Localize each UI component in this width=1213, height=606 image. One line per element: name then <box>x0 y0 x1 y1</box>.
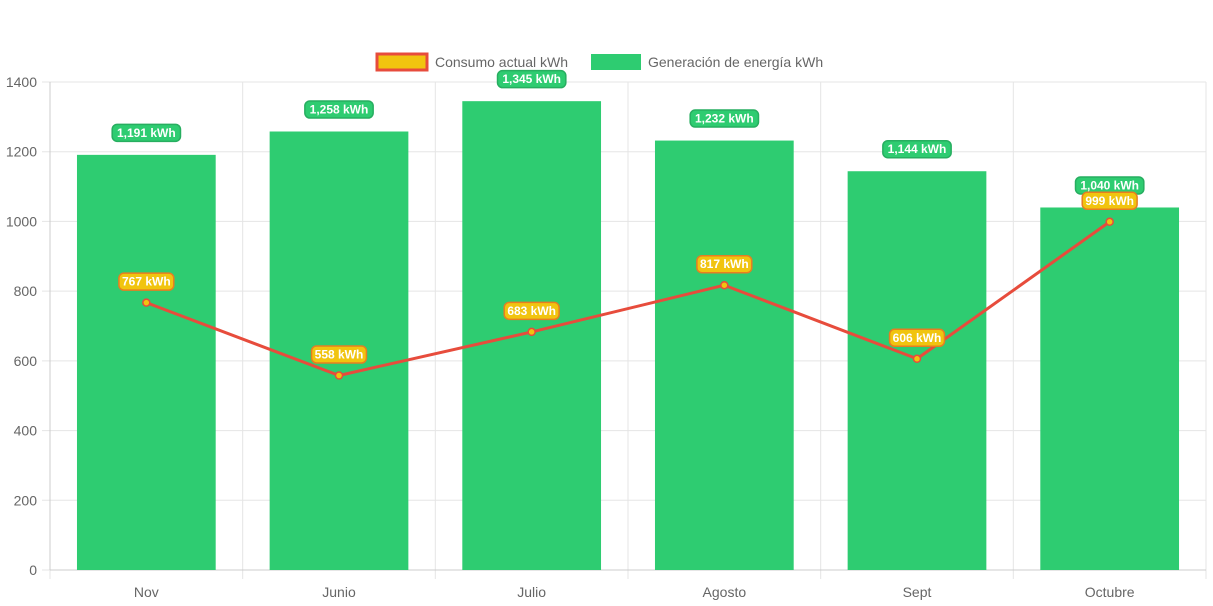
bar-data-label-text: 1,191 kWh <box>117 126 176 140</box>
line-data-label-background <box>503 301 560 321</box>
x-axis-ticks: Nov Junio Julio Agosto Sept Octubre <box>134 584 1135 600</box>
line-data-label-text: 606 kWh <box>893 331 942 345</box>
legend: Consumo actual kWh Generación de energía… <box>375 52 823 72</box>
y-axis-ticks: 0 200 400 600 800 1000 1200 1400 <box>6 74 37 578</box>
bar[interactable] <box>76 154 216 570</box>
line-point[interactable] <box>912 354 922 364</box>
x-tick-label: Nov <box>134 584 159 600</box>
line-data-label-background <box>888 328 946 348</box>
line-point[interactable] <box>720 280 729 290</box>
legend-item-generacion[interactable]: Generación de energía kWh <box>591 54 823 70</box>
y-tick-label: 0 <box>29 562 37 578</box>
x-tick-label: Octubre <box>1085 584 1135 600</box>
line-data-label: 606 kWh <box>888 328 946 348</box>
line-data-label-text: 767 kWh <box>122 275 171 289</box>
consumo-line <box>145 220 1111 377</box>
x-tick-label: Sept <box>903 584 932 600</box>
x-tick-label: Junio <box>322 584 356 600</box>
bar-data-label: 1,191 kWh <box>111 123 182 143</box>
line-data-label: 767 kWh <box>118 272 175 291</box>
y-tick-label: 800 <box>14 283 38 299</box>
line-data-label: 558 kWh <box>310 345 368 364</box>
bar[interactable] <box>847 171 987 570</box>
line-point[interactable] <box>142 298 151 307</box>
y-tick-label: 400 <box>14 423 38 439</box>
line-data-label: 817 kWh <box>696 254 753 274</box>
bar-data-label: 1,345 kWh <box>496 69 567 89</box>
bar-data-label-text: 1,144 kWh <box>888 142 947 156</box>
bar-data-label-text: 1,232 kWh <box>695 112 754 126</box>
line-point[interactable] <box>334 371 344 380</box>
line-series-consumo <box>142 217 1114 380</box>
bar-data-labels: 1,191 kWh 1,258 kWh 1,345 kWh 1,232 kWh 1,14… <box>111 69 1145 195</box>
bar[interactable] <box>1040 207 1180 570</box>
bar[interactable] <box>654 140 794 570</box>
y-tick-label: 1200 <box>6 144 37 160</box>
line-data-label-text: 999 kWh <box>1085 194 1134 208</box>
bar-data-label-background <box>111 123 182 143</box>
x-tick-label: Agosto <box>703 584 747 600</box>
line-data-label-text: 683 kWh <box>507 304 556 318</box>
y-tick-label: 600 <box>14 353 38 369</box>
bar-data-label-background <box>689 109 760 128</box>
bar-data-label-background <box>882 139 952 159</box>
bar-data-label: 1,144 kWh <box>882 139 952 159</box>
line-point[interactable] <box>1105 217 1114 227</box>
x-tick-label: Julio <box>517 584 546 600</box>
line-data-label-text: 817 kWh <box>700 257 749 271</box>
legend-item-consumo[interactable]: Consumo actual kWh <box>375 52 568 72</box>
bar-data-label-text: 1,040 kWh <box>1080 178 1139 192</box>
legend-swatch-consumo <box>375 52 429 72</box>
bar-data-label: 1,258 kWh <box>304 100 374 119</box>
y-tick-label: 1400 <box>6 74 37 90</box>
bar-data-label-background <box>496 69 567 89</box>
grid <box>42 81 1207 579</box>
bar-data-label: 1,232 kWh <box>689 109 760 128</box>
line-data-label: 683 kWh <box>503 301 560 321</box>
bar-data-label: 1,040 kWh <box>1074 176 1145 195</box>
legend-label-generacion: Generación de energía kWh <box>648 54 823 70</box>
line-data-label-background <box>118 272 175 291</box>
legend-swatch-generacion <box>591 54 641 70</box>
line-data-label-background <box>310 345 368 364</box>
line-data-label-background <box>1081 191 1138 211</box>
line-data-labels: 767 kWh 558 kWh 683 kWh 817 kWh 606 kWh 999 k… <box>118 191 1138 364</box>
line-data-label-background <box>696 254 753 274</box>
bar-data-label-text: 1,258 kWh <box>310 102 369 116</box>
bar-data-label-text: 1,345 kWh <box>502 72 561 86</box>
line-data-label: 999 kWh <box>1081 191 1138 211</box>
line-data-label-text: 558 kWh <box>315 347 364 361</box>
legend-label-consumo: Consumo actual kWh <box>435 54 568 70</box>
y-tick-label: 1000 <box>6 213 37 229</box>
line-point[interactable] <box>527 327 536 337</box>
y-tick-label: 200 <box>14 492 38 508</box>
bar-data-label-background <box>304 100 374 119</box>
